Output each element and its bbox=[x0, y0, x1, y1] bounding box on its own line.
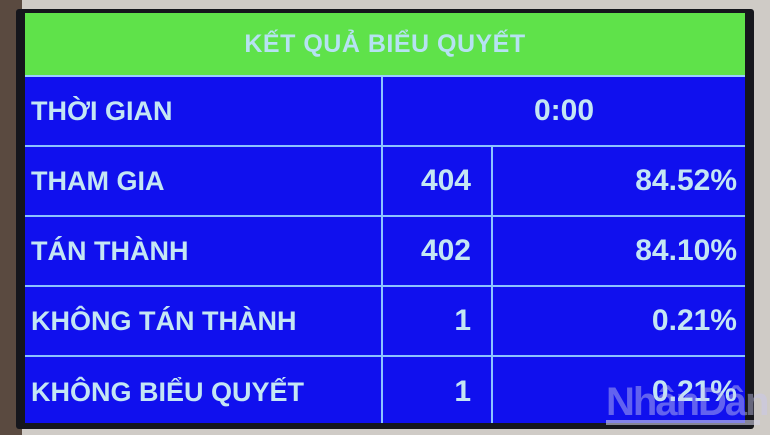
voting-result-screen: KẾT QUẢ BIỂU QUYẾT THỜI GIAN 0:00 THAM G… bbox=[25, 13, 745, 423]
time-row: THỜI GIAN 0:00 bbox=[25, 77, 745, 147]
row-percent: 0.21% bbox=[491, 357, 745, 423]
watermark-logo: NhânDân bbox=[606, 380, 770, 424]
table-row: THAM GIA 404 84.52% bbox=[25, 147, 745, 217]
row-percent: 0.21% bbox=[491, 287, 745, 355]
row-percent: 84.52% bbox=[491, 147, 745, 215]
row-count: 404 bbox=[381, 147, 491, 215]
row-count: 1 bbox=[381, 357, 491, 423]
row-label: TÁN THÀNH bbox=[31, 235, 189, 266]
row-percent: 84.10% bbox=[491, 217, 745, 285]
row-label: KHÔNG BIỂU QUYẾT bbox=[31, 376, 305, 407]
table-row: TÁN THÀNH 402 84.10% bbox=[25, 217, 745, 287]
watermark-underline bbox=[606, 420, 760, 425]
row-count: 402 bbox=[381, 217, 491, 285]
time-value: 0:00 bbox=[381, 77, 745, 145]
row-label: KHÔNG TÁN THÀNH bbox=[31, 305, 297, 336]
row-count: 1 bbox=[381, 287, 491, 355]
table-row: KHÔNG TÁN THÀNH 1 0.21% bbox=[25, 287, 745, 357]
row-label: THAM GIA bbox=[31, 165, 165, 196]
result-title: KẾT QUẢ BIỂU QUYẾT bbox=[244, 29, 526, 58]
time-label: THỜI GIAN bbox=[31, 95, 173, 126]
result-header: KẾT QUẢ BIỂU QUYẾT bbox=[25, 13, 745, 77]
table-row: KHÔNG BIỂU QUYẾT 1 0.21% bbox=[25, 357, 745, 423]
